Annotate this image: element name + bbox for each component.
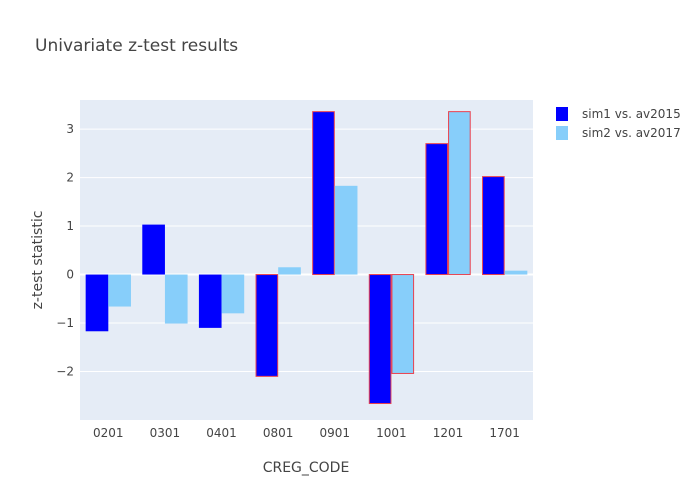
y-axis-ticks: −2 −1 0 1 2 3: [56, 122, 74, 378]
chart-title: Univariate z-test results: [35, 36, 238, 56]
x-tick-label: 1001: [376, 426, 407, 440]
bars: [85, 111, 528, 405]
legend: sim1 vs. av2015 sim2 vs. av2017: [556, 107, 681, 140]
bar: [312, 111, 335, 276]
bar: [482, 176, 505, 276]
x-tick-label: 1201: [433, 426, 464, 440]
x-tick-label: 0801: [263, 426, 294, 440]
y-tick-label: 1: [66, 219, 74, 233]
y-tick-label: −1: [56, 316, 74, 330]
y-tick-label: 2: [66, 171, 74, 185]
x-axis-title: CREG_CODE: [263, 460, 350, 476]
x-axis-ticks: 0201 0301 0401 0801 0901 1001 1201 1701: [93, 426, 520, 440]
y-tick-label: 0: [66, 268, 74, 282]
bar: [142, 224, 165, 275]
y-tick-label: 3: [66, 122, 74, 136]
y-axis-title: z-test statistic: [30, 211, 46, 310]
bar: [504, 270, 528, 275]
bar: [448, 111, 471, 276]
x-tick-label: 0301: [150, 426, 181, 440]
bar: [334, 185, 358, 275]
legend-label: sim2 vs. av2017: [582, 126, 681, 140]
bar: [425, 143, 449, 276]
x-tick-label: 0901: [320, 426, 351, 440]
x-tick-label: 0201: [93, 426, 124, 440]
bar: [85, 274, 109, 332]
bar: [198, 274, 222, 328]
legend-label: sim1 vs. av2015: [582, 107, 681, 121]
bar: [221, 274, 245, 314]
legend-swatch: [556, 107, 568, 121]
bar: [278, 267, 301, 275]
bar: [164, 274, 188, 324]
y-tick-label: −2: [56, 365, 74, 379]
x-tick-label: 1701: [489, 426, 520, 440]
bar: [391, 274, 415, 374]
x-tick-label: 0401: [206, 426, 237, 440]
legend-swatch: [556, 126, 568, 140]
bar: [255, 274, 279, 377]
bar: [108, 274, 131, 307]
bar: [368, 274, 392, 405]
